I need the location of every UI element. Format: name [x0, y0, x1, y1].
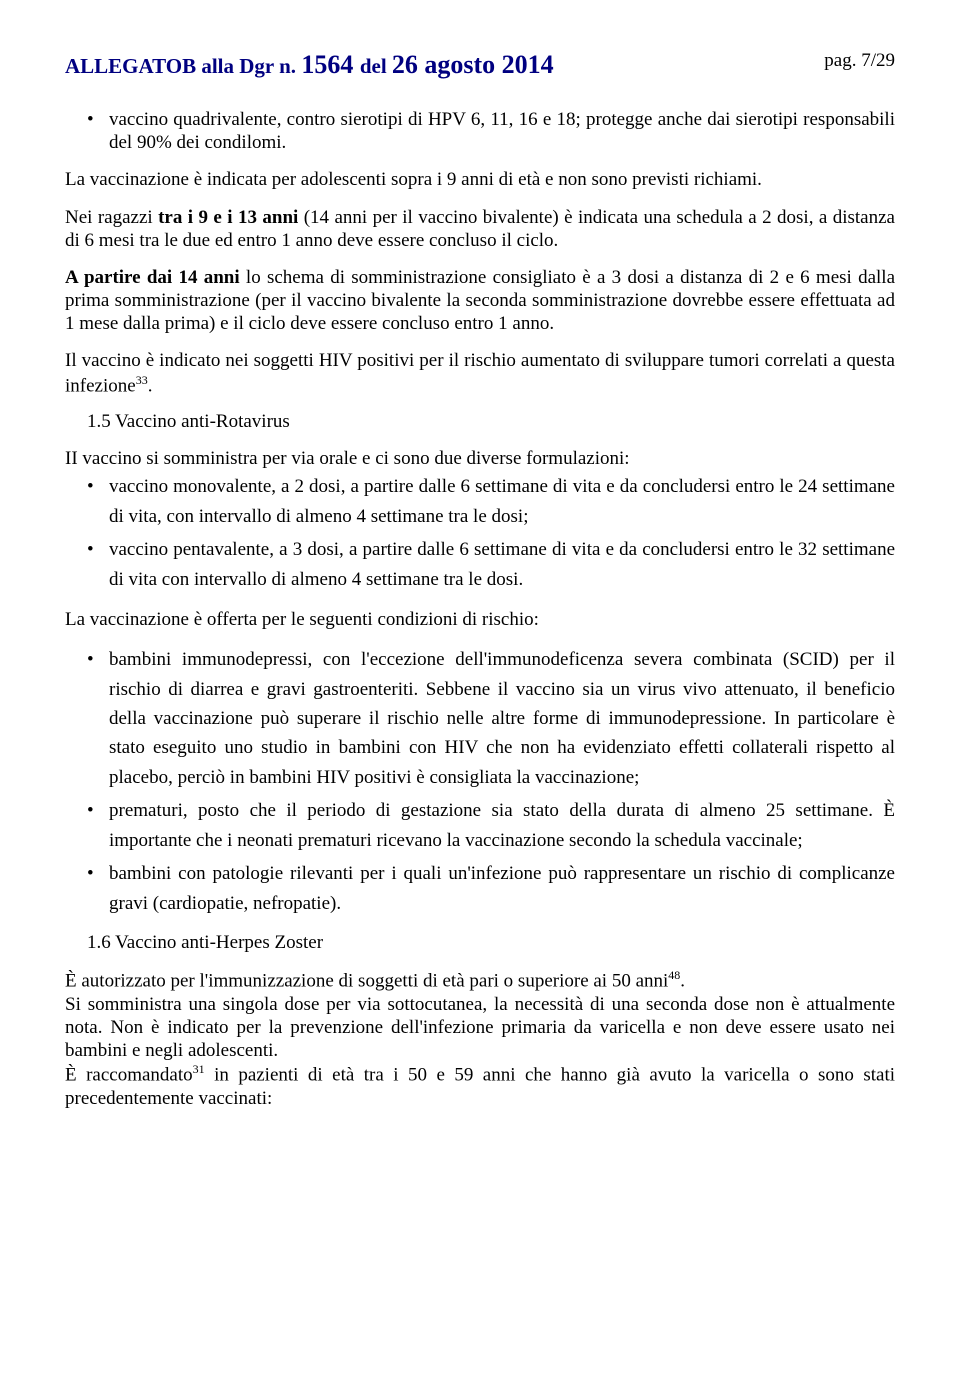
header-prefix: ALLEGATOB alla Dgr n.	[65, 54, 301, 78]
text: È raccomandato	[65, 1064, 193, 1085]
paragraph: La vaccinazione è indicata per adolescen…	[65, 168, 895, 191]
footnote-ref: 48	[668, 968, 680, 982]
text: È autorizzato per l'immunizzazione di so…	[65, 970, 668, 991]
header-number: 1564	[301, 50, 360, 79]
section-heading: 1.6 Vaccino anti-Herpes Zoster	[87, 932, 895, 954]
bold-text: tra i 9 e i 13 anni	[158, 207, 298, 228]
text: Il vaccino è indicato nei soggetti HIV p…	[65, 350, 895, 396]
text: Nei ragazzi	[65, 207, 158, 228]
paragraph: Si somministra una singola dose per via …	[65, 993, 895, 1063]
text: .	[148, 375, 153, 396]
footnote-ref: 31	[193, 1062, 205, 1076]
paragraph: A partire dai 14 anni lo schema di sommi…	[65, 266, 895, 336]
list-item: vaccino pentavalente, a 3 dosi, a partir…	[65, 535, 895, 594]
paragraph: La vaccinazione è offerta per le seguent…	[65, 608, 895, 631]
text: .	[680, 970, 685, 991]
paragraph: Nei ragazzi tra i 9 e i 13 anni (14 anni…	[65, 206, 895, 252]
list-item: vaccino monovalente, a 2 dosi, a partire…	[65, 472, 895, 531]
list-item: vaccino quadrivalente, contro sierotipi …	[65, 108, 895, 154]
paragraph: Il vaccino è indicato nei soggetti HIV p…	[65, 349, 895, 397]
bullet-list-top: vaccino quadrivalente, contro sierotipi …	[65, 108, 895, 154]
list-item: bambini con patologie rilevanti per i qu…	[65, 859, 895, 918]
page-header: ALLEGATOB alla Dgr n. 1564 del 26 agosto…	[65, 50, 895, 80]
paragraph: È raccomandato31 in pazienti di età tra …	[65, 1062, 895, 1110]
paragraph: È autorizzato per l'immunizzazione di so…	[65, 968, 895, 993]
bullet-list-formulazioni: vaccino monovalente, a 2 dosi, a partire…	[65, 472, 895, 594]
header-date-connector: del	[360, 54, 392, 78]
paragraph: II vaccino si somministra per via orale …	[65, 447, 895, 470]
footnote-ref: 33	[136, 373, 148, 387]
header-date: 26 agosto 2014	[392, 50, 554, 79]
section-heading: 1.5 Vaccino anti-Rotavirus	[87, 411, 895, 433]
list-item: bambini immunodepressi, con l'eccezione …	[65, 645, 895, 792]
document-page: ALLEGATOB alla Dgr n. 1564 del 26 agosto…	[0, 0, 960, 1160]
bold-text: A partire dai 14 anni	[65, 267, 240, 288]
bullet-list-rischio: bambini immunodepressi, con l'eccezione …	[65, 645, 895, 918]
page-number: pag. 7/29	[824, 50, 895, 72]
list-item: prematuri, posto che il periodo di gesta…	[65, 796, 895, 855]
